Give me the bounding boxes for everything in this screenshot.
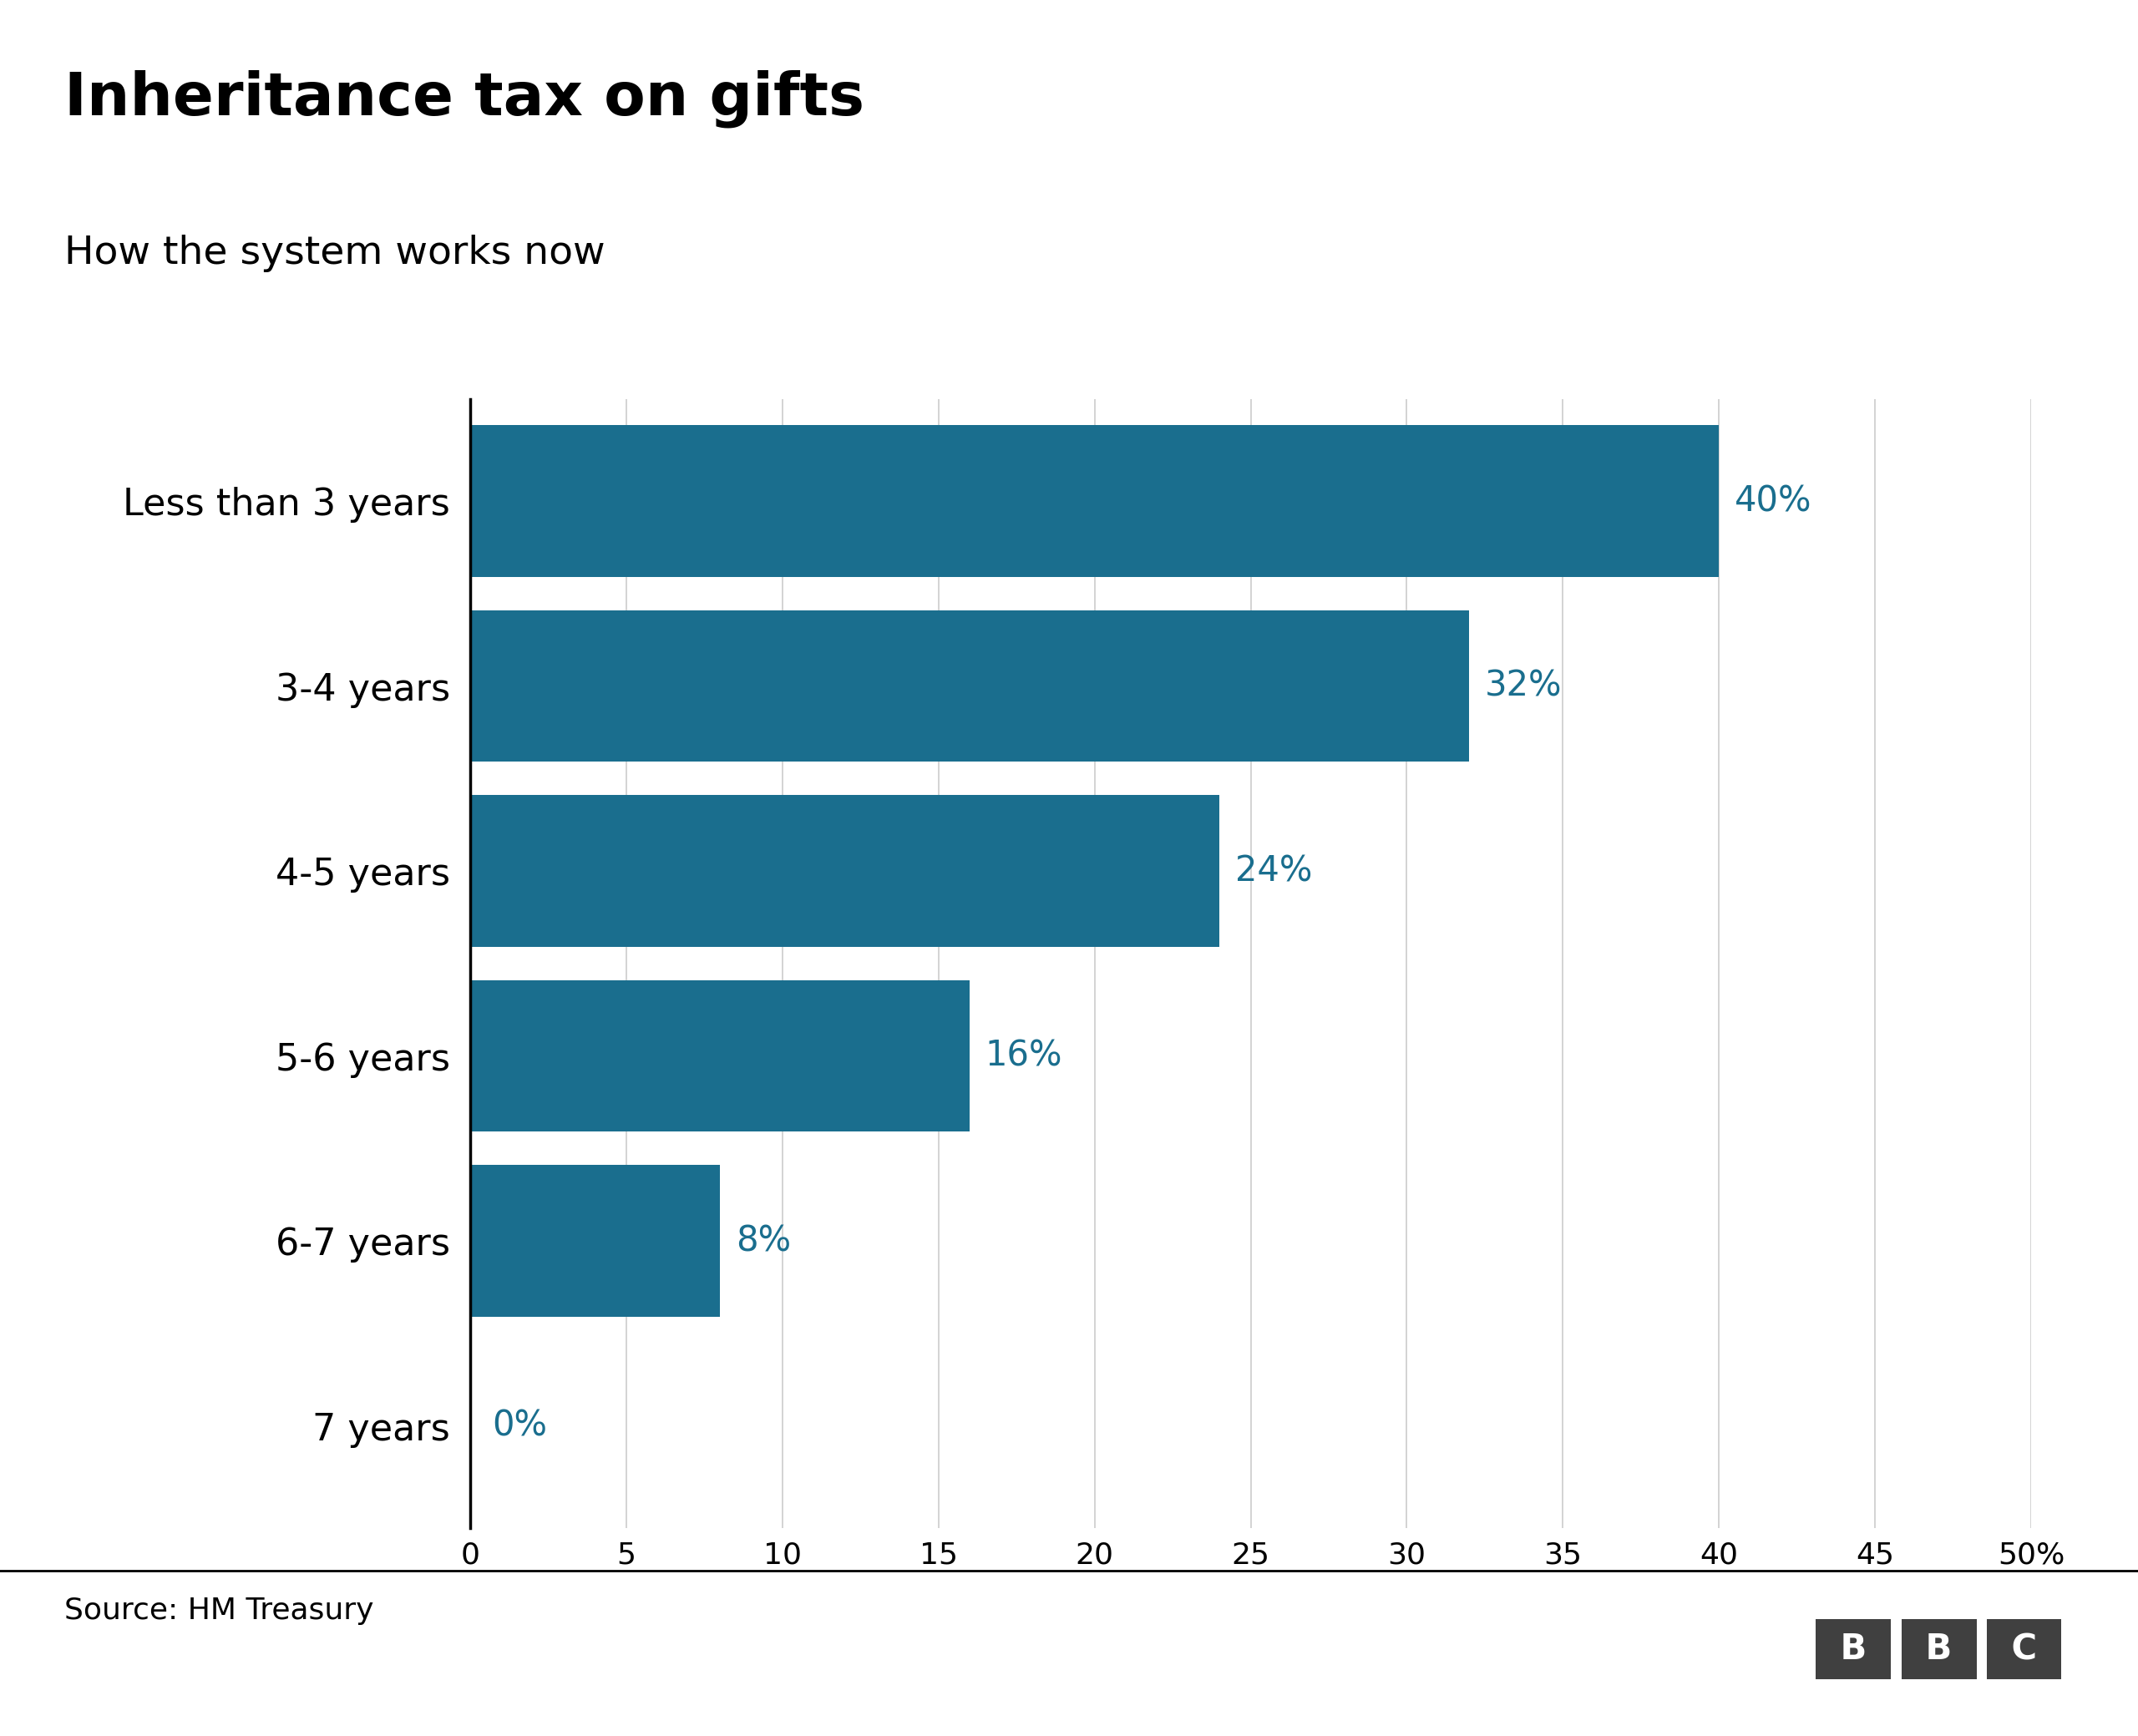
Text: B: B	[1828, 1632, 1879, 1667]
Text: How the system works now: How the system works now	[64, 234, 605, 273]
Bar	[470, 425, 1719, 576]
Text: 16%: 16%	[986, 1038, 1063, 1073]
Bar	[470, 609, 1469, 762]
Text: 32%: 32%	[1486, 668, 1563, 703]
Text: Inheritance tax on gifts: Inheritance tax on gifts	[64, 69, 864, 127]
Text: 8%: 8%	[735, 1224, 791, 1259]
Text: C: C	[1999, 1632, 2048, 1667]
Text: 24%: 24%	[1236, 854, 1313, 889]
Text: B: B	[1914, 1632, 1965, 1667]
Text: 0%: 0%	[492, 1408, 547, 1443]
Bar	[470, 795, 1219, 946]
Bar	[470, 981, 971, 1132]
Bar	[470, 1165, 721, 1318]
Text: 40%: 40%	[1734, 484, 1811, 519]
Text: Source: HM Treasury: Source: HM Treasury	[64, 1597, 374, 1625]
